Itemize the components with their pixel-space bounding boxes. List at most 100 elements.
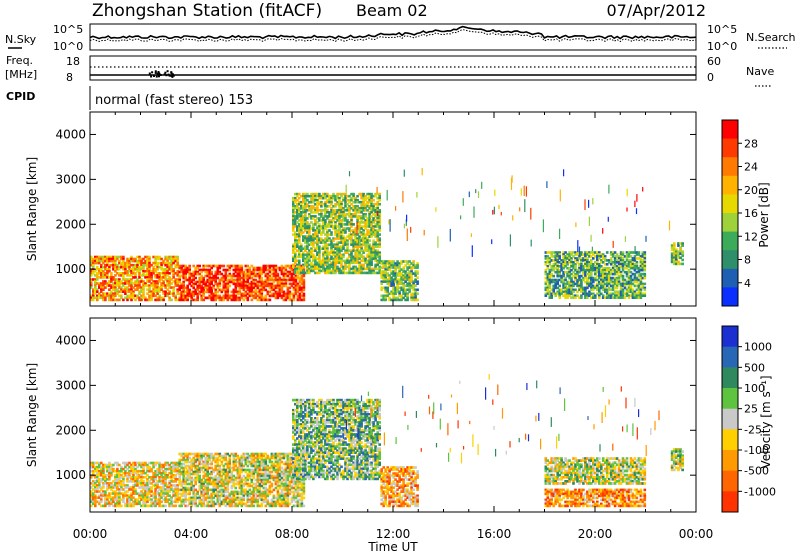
- range-cell: [478, 191, 479, 198]
- range-cell: [644, 289, 647, 292]
- colorbar-swatch: [722, 287, 738, 306]
- freq-label-1: Freq.: [6, 54, 33, 67]
- nave-tick-top: 60: [707, 55, 721, 68]
- range-cell: [368, 239, 371, 242]
- range-cell: [560, 190, 561, 202]
- range-cell: [388, 220, 389, 225]
- range-cell: [589, 217, 590, 226]
- freq-speckle: [167, 70, 169, 72]
- range-cell: [350, 229, 351, 234]
- range-cell: [521, 188, 522, 195]
- range-cell: [395, 206, 396, 211]
- range-cell: [330, 233, 333, 236]
- range-cell: [370, 264, 373, 267]
- range-cell: [526, 186, 527, 196]
- date-label: 07/Apr/2012: [606, 1, 706, 20]
- colorbar-tick-label: 4: [744, 277, 751, 290]
- station-title: Zhongshan Station (fitACF): [92, 1, 322, 21]
- colorbar-swatch: [722, 213, 738, 232]
- range-cell: [644, 269, 647, 272]
- range-cell: [460, 215, 461, 219]
- range-cell: [110, 474, 113, 477]
- freq-speckle: [164, 72, 166, 74]
- colorbar-swatch: [722, 157, 738, 176]
- range-cell: [164, 505, 167, 508]
- range-cell: [378, 233, 381, 236]
- noise-right-label: N.Search: [746, 31, 796, 44]
- range-cell: [344, 231, 347, 234]
- range-cell: [390, 219, 391, 232]
- range-cell: [219, 285, 222, 288]
- colorbar-tick-label: 20: [744, 184, 758, 197]
- range-cell: [512, 215, 513, 220]
- colorbar-tick-label: 24: [744, 161, 758, 174]
- nave-tick-bottom: 0: [707, 71, 714, 84]
- range-cell: [681, 259, 684, 262]
- range-cell: [627, 189, 628, 197]
- range-cell: [303, 299, 306, 302]
- range-cell: [463, 198, 464, 206]
- range-cell: [402, 191, 403, 202]
- range-cell: [380, 213, 381, 224]
- range-cell: [594, 296, 597, 299]
- range-cell: [100, 501, 103, 504]
- range-cell: [378, 229, 381, 232]
- range-cell: [469, 192, 470, 198]
- y-tick-label: 2000: [55, 217, 86, 231]
- range-cell: [473, 206, 474, 217]
- range-cell: [342, 256, 345, 259]
- freq-speckle: [156, 76, 158, 78]
- range-cell: [575, 222, 576, 227]
- range-cell: [626, 208, 627, 212]
- range-cell: [613, 241, 614, 248]
- range-cell: [416, 266, 419, 269]
- freq-speckles: [149, 70, 175, 78]
- freq-speckle: [170, 71, 172, 73]
- range-cell: [357, 222, 358, 235]
- colorbar-swatch: [722, 232, 738, 251]
- range-cell: [378, 203, 381, 206]
- range-cell: [472, 245, 473, 257]
- range-cell: [416, 192, 417, 198]
- range-cell: [437, 236, 438, 248]
- noise-panel-frame: [90, 24, 696, 50]
- range-cell: [494, 190, 495, 196]
- range-cell: [531, 240, 532, 247]
- range-cell: [269, 299, 272, 302]
- range-cell: [196, 299, 199, 302]
- range-cell: [120, 505, 123, 508]
- range-cell: [471, 233, 472, 237]
- range-cell: [606, 251, 609, 254]
- range-cell: [404, 224, 405, 229]
- range-cell: [198, 265, 201, 268]
- range-cell: [194, 277, 197, 280]
- range-cell: [422, 168, 423, 175]
- range-cell: [406, 215, 407, 222]
- range-cell: [372, 199, 375, 202]
- range-cell: [378, 245, 381, 248]
- freq-speckle: [150, 76, 152, 78]
- noise-right-tick-bottom: 10^0: [707, 40, 737, 53]
- range-cell: [550, 296, 553, 299]
- freq-speckle: [151, 71, 153, 73]
- range-cell: [635, 246, 636, 254]
- range-cell: [636, 194, 637, 202]
- y-tick-label: 4000: [55, 127, 86, 141]
- noise-search-series: [90, 30, 696, 42]
- range-cell: [450, 229, 451, 242]
- y-tick-label: 1000: [55, 262, 86, 276]
- range-cell: [501, 212, 502, 215]
- range-cell: [424, 230, 425, 236]
- noise-right-tick-top: 10^5: [707, 23, 737, 36]
- noise-left-tick-bottom: 10^0: [53, 40, 83, 53]
- range-cell: [108, 478, 111, 481]
- cpid-text: normal (fast stereo) 153: [95, 93, 253, 108]
- range-cell: [416, 276, 419, 279]
- range-cell: [598, 296, 601, 299]
- freq-panel-frame: [90, 56, 696, 80]
- range-cell: [104, 299, 107, 302]
- range-cell: [634, 201, 635, 207]
